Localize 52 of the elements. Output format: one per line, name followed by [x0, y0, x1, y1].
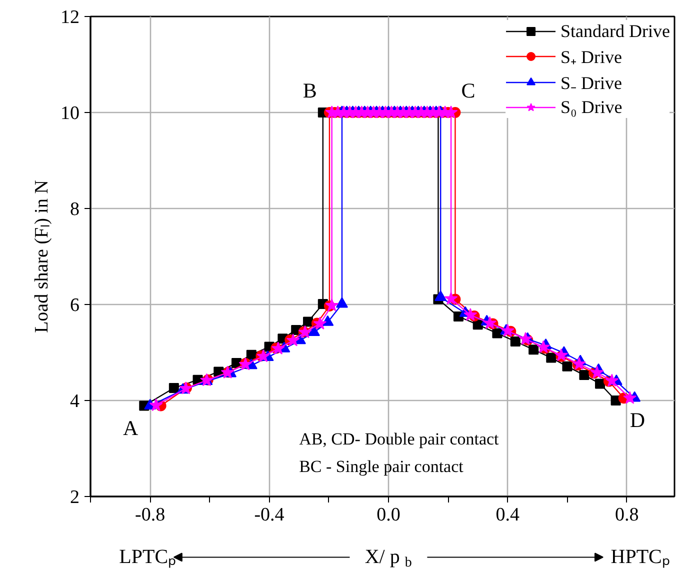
- text: LPTCₚ: [119, 546, 176, 568]
- y-tick-label: 4: [70, 391, 80, 412]
- point: [605, 374, 619, 387]
- point: [590, 366, 604, 378]
- y-axis-title: Load share (Fₗ) in N: [32, 180, 52, 333]
- point: [579, 370, 590, 380]
- point: [536, 340, 550, 353]
- point: [298, 325, 312, 338]
- annotation: BC - Single pair contact: [299, 457, 464, 476]
- annotation: D: [630, 408, 646, 432]
- annotation: A: [122, 416, 139, 440]
- point: [464, 308, 478, 321]
- point: [149, 398, 163, 412]
- point: [434, 290, 447, 301]
- point: [528, 344, 539, 355]
- point: [518, 332, 532, 345]
- point: [483, 316, 496, 329]
- point: [286, 334, 300, 346]
- point: [572, 357, 586, 370]
- y-tick-label: 8: [70, 199, 80, 220]
- point: [595, 378, 606, 389]
- point: [336, 297, 348, 308]
- point: [308, 325, 320, 336]
- point: [623, 391, 636, 404]
- point: [546, 352, 556, 363]
- point: [562, 361, 572, 372]
- text: HPTCₚ: [610, 546, 670, 568]
- legend-label: S₋ Drive: [560, 72, 622, 94]
- point: [272, 342, 285, 354]
- y-tick-label: 12: [60, 7, 80, 28]
- x-tick-label: -0.4: [254, 504, 285, 526]
- annotation: C: [461, 78, 476, 102]
- legend-label: S₀ Drive: [560, 96, 622, 118]
- point: [256, 349, 270, 362]
- x-tick-label: 0.8: [614, 504, 639, 526]
- annotation: AB, CD- Double pair contact: [299, 429, 500, 448]
- point: [313, 316, 327, 330]
- point: [554, 348, 568, 362]
- point: [444, 292, 458, 304]
- y-tick-label: 6: [70, 295, 80, 316]
- x-tick-label: 0.4: [496, 504, 520, 526]
- y-tick-label: 2: [70, 487, 80, 508]
- point: [168, 383, 179, 394]
- legend-label: S₊ Drive: [560, 46, 622, 68]
- point: [510, 336, 520, 346]
- point: [492, 328, 502, 338]
- legend-label: Standard Drive: [560, 20, 670, 42]
- y-tick-label: 10: [60, 103, 80, 124]
- x-tick-label: 0.0: [376, 504, 400, 526]
- x-tick-label: -0.8: [135, 504, 166, 526]
- annotation: B: [302, 78, 317, 102]
- point: [325, 298, 339, 312]
